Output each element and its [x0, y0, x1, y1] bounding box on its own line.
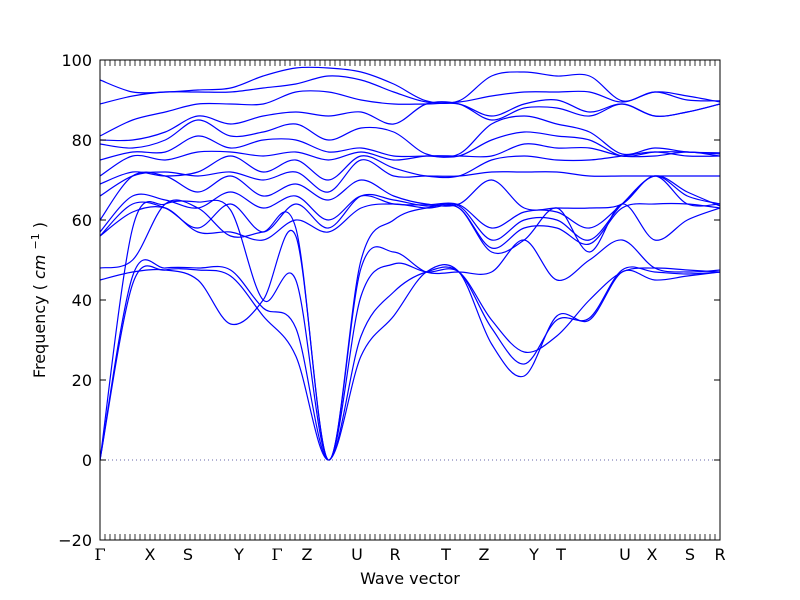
- k-point-label: Γ: [271, 545, 282, 564]
- band-line-17: [100, 75, 720, 105]
- band-line-13: [100, 131, 720, 161]
- k-point-label: Z: [302, 545, 313, 564]
- y-axis-title-close: ): [30, 222, 49, 228]
- band-line-1: [100, 264, 720, 461]
- band-line-11: [100, 151, 720, 185]
- series-group: [100, 66, 720, 461]
- k-point-label: X: [647, 545, 658, 564]
- band-line-16: [100, 90, 720, 137]
- k-point-label: S: [183, 545, 193, 564]
- y-axis-title: Frequency ( cm −1 ): [24, 222, 49, 378]
- band-line-3: [100, 199, 720, 461]
- k-point-label: T: [555, 545, 566, 564]
- plot-area: [100, 66, 720, 461]
- k-point-label: R: [714, 545, 725, 564]
- k-point-label: Z: [479, 545, 490, 564]
- y-tick-label: 0: [82, 451, 92, 470]
- band-line-4: [100, 229, 720, 461]
- k-point-label: R: [389, 545, 400, 564]
- band-line-8: [100, 175, 720, 233]
- y-tick-label: 60: [72, 211, 92, 230]
- band-line-9: [100, 171, 720, 221]
- k-point-label: X: [145, 545, 156, 564]
- x-axis-title: Wave vector: [360, 569, 460, 588]
- k-point-label: T: [440, 545, 451, 564]
- band-line-2: [100, 259, 720, 461]
- band-line-14: [100, 115, 720, 158]
- k-point-label: U: [351, 545, 363, 564]
- y-tick-label: 100: [61, 51, 92, 70]
- y-tick-label: 20: [72, 371, 92, 390]
- k-point-label: Y: [528, 545, 539, 564]
- y-tick-label: 40: [72, 291, 92, 310]
- y-tick-label: 80: [72, 131, 92, 150]
- y-axis-title-open: (: [30, 284, 49, 290]
- k-point-label: Γ: [94, 545, 105, 564]
- y-tick-label: −20: [58, 531, 92, 550]
- y-axis-title-unit-exp: −1: [29, 233, 42, 249]
- k-point-label: Y: [233, 545, 244, 564]
- y-axis-title-main: Frequency: [30, 295, 49, 378]
- plot-frame: [99, 59, 721, 541]
- y-axis-title-unit: cm: [30, 255, 49, 279]
- band-line-18: [100, 66, 720, 104]
- k-point-label: U: [619, 545, 631, 564]
- band-line-10: [100, 159, 720, 197]
- k-point-label: S: [685, 545, 695, 564]
- band-line-6: [100, 202, 720, 249]
